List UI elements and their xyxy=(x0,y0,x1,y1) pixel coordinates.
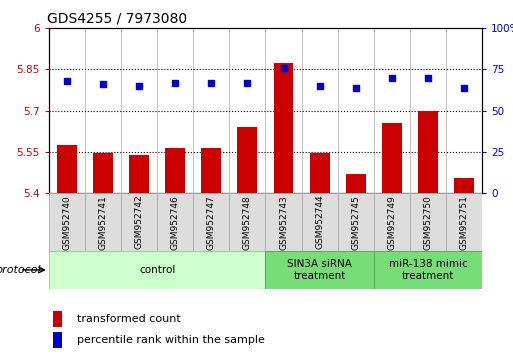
Text: GSM952741: GSM952741 xyxy=(98,195,107,250)
Bar xyxy=(53,332,62,348)
Point xyxy=(171,80,179,85)
Bar xyxy=(346,174,366,193)
Bar xyxy=(273,63,293,193)
Bar xyxy=(49,193,85,251)
Bar xyxy=(302,193,338,251)
Bar xyxy=(338,193,374,251)
Bar xyxy=(129,155,149,193)
Text: protocol: protocol xyxy=(0,265,41,275)
Bar xyxy=(446,193,482,251)
Bar xyxy=(193,193,229,251)
Text: GSM952744: GSM952744 xyxy=(315,195,324,250)
Text: SIN3A siRNA
treatment: SIN3A siRNA treatment xyxy=(287,259,352,281)
Bar xyxy=(165,148,185,193)
Bar xyxy=(238,127,258,193)
Text: percentile rank within the sample: percentile rank within the sample xyxy=(77,335,265,345)
Point xyxy=(352,85,360,90)
Text: transformed count: transformed count xyxy=(77,314,181,324)
Point xyxy=(135,83,143,89)
Point xyxy=(315,83,324,89)
Point xyxy=(460,85,468,90)
Bar xyxy=(454,178,474,193)
Point xyxy=(280,65,288,71)
Text: control: control xyxy=(139,265,175,275)
Bar xyxy=(265,193,302,251)
Point xyxy=(424,75,432,81)
Text: GSM952743: GSM952743 xyxy=(279,195,288,250)
Text: GSM952750: GSM952750 xyxy=(424,195,432,250)
Bar xyxy=(121,193,157,251)
Bar xyxy=(229,193,265,251)
Bar xyxy=(85,193,121,251)
Text: GSM952740: GSM952740 xyxy=(62,195,71,250)
Bar xyxy=(202,148,221,193)
Text: GSM952745: GSM952745 xyxy=(351,195,360,250)
Bar xyxy=(265,251,374,289)
Bar xyxy=(49,251,265,289)
Bar xyxy=(382,123,402,193)
Bar xyxy=(157,193,193,251)
Point xyxy=(388,75,396,81)
Bar xyxy=(310,153,329,193)
Point xyxy=(63,78,71,84)
Point xyxy=(243,80,251,85)
Bar xyxy=(410,193,446,251)
Text: GDS4255 / 7973080: GDS4255 / 7973080 xyxy=(47,12,187,26)
Bar xyxy=(418,111,438,193)
Bar xyxy=(374,251,482,289)
Bar xyxy=(53,311,62,327)
Text: GSM952751: GSM952751 xyxy=(460,195,469,250)
Text: GSM952746: GSM952746 xyxy=(171,195,180,250)
Text: GSM952742: GSM952742 xyxy=(134,195,144,250)
Text: GSM952749: GSM952749 xyxy=(387,195,397,250)
Bar xyxy=(57,145,77,193)
Point xyxy=(207,80,215,85)
Text: GSM952748: GSM952748 xyxy=(243,195,252,250)
Bar xyxy=(374,193,410,251)
Point xyxy=(99,81,107,87)
Text: GSM952747: GSM952747 xyxy=(207,195,216,250)
Bar xyxy=(93,153,113,193)
Text: miR-138 mimic
treatment: miR-138 mimic treatment xyxy=(389,259,467,281)
